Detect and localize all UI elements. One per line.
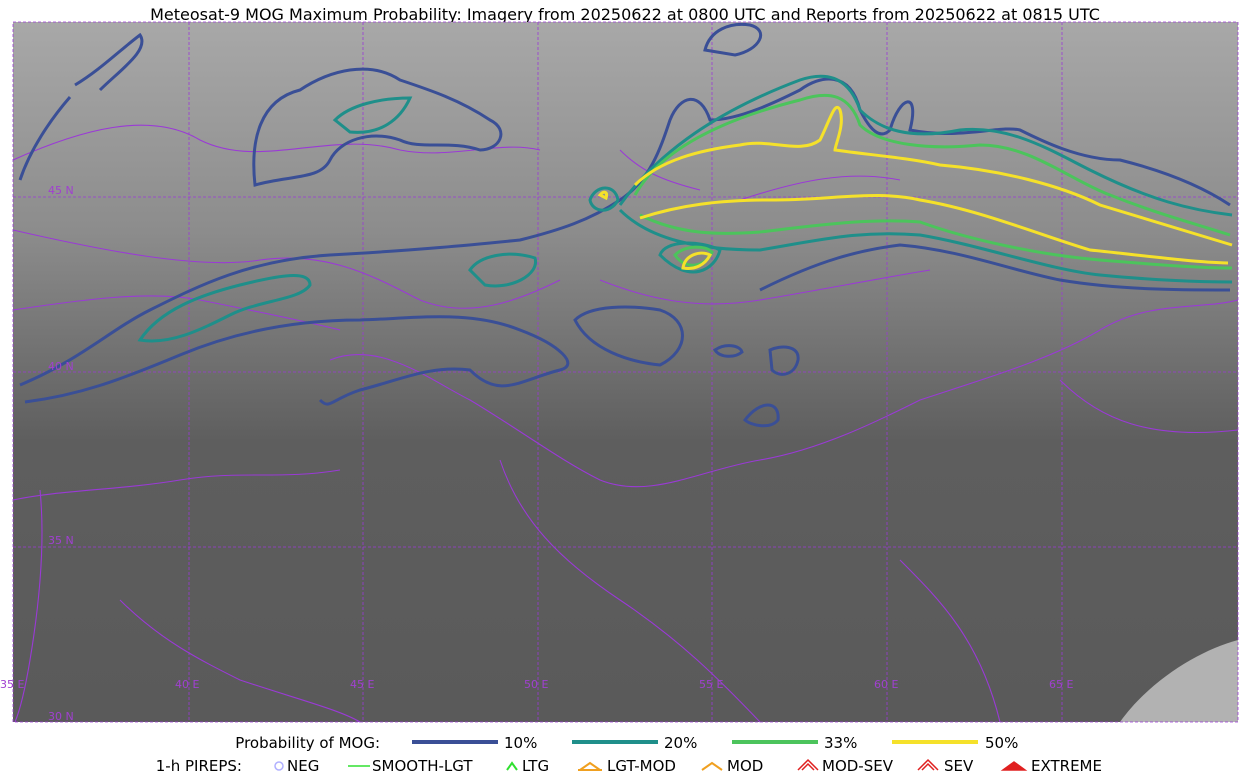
pirep-symbol: [1000, 761, 1028, 771]
pirep-symbol: [701, 761, 723, 771]
map: 45 N 40 N 35 N 30 N 35 E 40 E 45 E 50 E …: [0, 21, 1239, 723]
lat-label: 45 N: [48, 184, 74, 197]
borders: [12, 124, 1239, 723]
lon-label: 60 E: [874, 678, 898, 691]
grid-labels: 45 N 40 N 35 N 30 N 35 E 40 E 45 E 50 E …: [0, 184, 1073, 723]
lon-label: 35 E: [0, 678, 24, 691]
lon-label: 55 E: [699, 678, 723, 691]
legend-item: 10%: [504, 734, 537, 752]
legend-item: NEG: [287, 757, 319, 775]
legend-label: Probability of MOG:: [235, 734, 380, 752]
pirep-symbol: [797, 758, 819, 771]
pirep-symbol: [506, 761, 518, 771]
legend-item: SEV: [944, 757, 974, 775]
legend-item: LGT-MOD: [607, 757, 676, 775]
lat-label: 30 N: [48, 710, 74, 723]
contours: [18, 22, 1233, 428]
lon-label: 40 E: [175, 678, 199, 691]
legend-item: MOD-SEV: [822, 757, 894, 775]
pirep-symbol: [917, 758, 939, 771]
legend-item: SMOOTH-LGT: [372, 757, 473, 775]
lat-label: 40 N: [48, 360, 74, 373]
pirep-symbol: [274, 761, 284, 771]
title: Meteosat-9 MOG Maximum Probability: Imag…: [150, 5, 1100, 24]
legend: Probability of MOG: 10% 20% 33% 50% 1-h …: [156, 734, 1102, 775]
legend-item: LTG: [522, 757, 549, 775]
cloud: [1120, 640, 1238, 722]
legend-item: 20%: [664, 734, 697, 752]
lon-label: 50 E: [524, 678, 548, 691]
legend-item: EXTREME: [1031, 757, 1102, 775]
lon-label: 45 E: [350, 678, 374, 691]
legend-item: MOD: [727, 757, 763, 775]
lon-label: 65 E: [1049, 678, 1073, 691]
legend-item: 50%: [985, 734, 1018, 752]
legend-label: 1-h PIREPS:: [156, 757, 242, 775]
pirep-symbol: [578, 761, 602, 771]
legend-item: 33%: [824, 734, 857, 752]
lat-label: 35 N: [48, 534, 74, 547]
